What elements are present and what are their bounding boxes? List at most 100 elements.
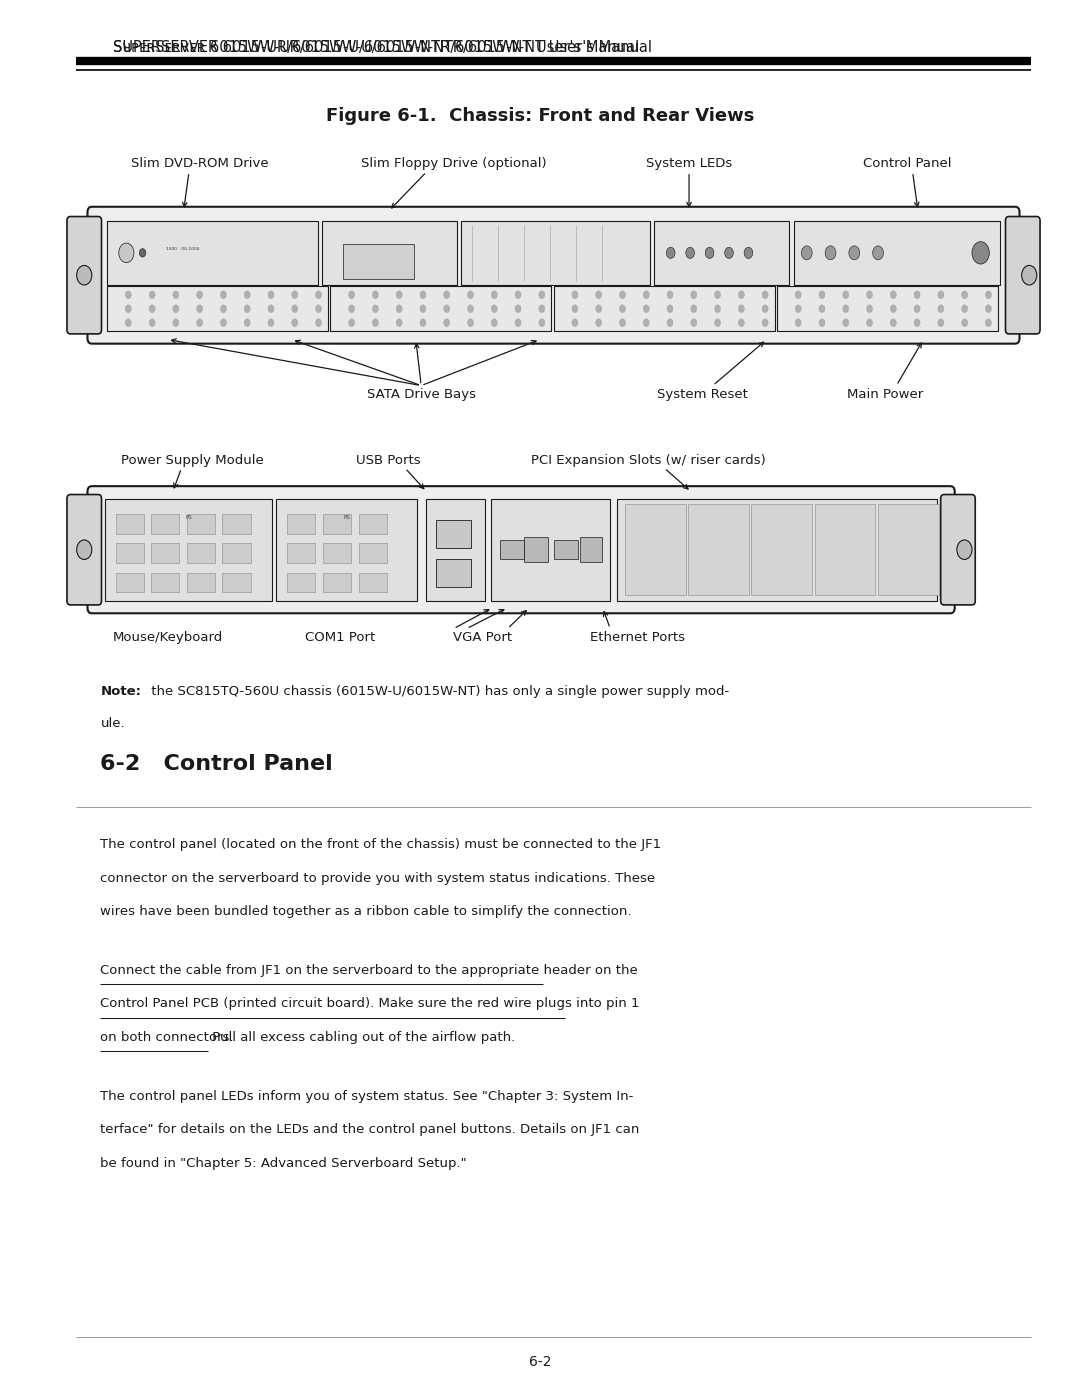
Bar	[654, 221, 789, 285]
Circle shape	[725, 247, 733, 258]
Circle shape	[349, 319, 354, 327]
Text: SUPERSERVER 6015W-UR/6015W-U/6015W-NTR/6015W-NT User's Manual: SUPERSERVER 6015W-UR/6015W-U/6015W-NTR/6…	[113, 41, 652, 54]
Text: USB Ports: USB Ports	[356, 454, 421, 467]
Circle shape	[149, 291, 156, 299]
Bar	[107, 221, 318, 285]
Circle shape	[801, 246, 812, 260]
Bar	[116, 543, 144, 563]
Bar	[617, 499, 937, 601]
Circle shape	[197, 291, 203, 299]
Circle shape	[220, 291, 227, 299]
Bar	[359, 573, 387, 592]
Circle shape	[866, 291, 873, 299]
Text: Connect the cable from JF1 on the serverboard to the appropriate header on the: Connect the cable from JF1 on the server…	[100, 964, 638, 977]
Text: 6-2   Control Panel: 6-2 Control Panel	[100, 754, 334, 774]
Bar	[222, 543, 251, 563]
Circle shape	[572, 291, 578, 299]
Bar	[554, 286, 774, 331]
Circle shape	[715, 319, 720, 327]
Circle shape	[914, 291, 920, 299]
Text: COM1 Port: COM1 Port	[305, 631, 376, 644]
Circle shape	[715, 291, 720, 299]
Circle shape	[173, 291, 179, 299]
Bar	[151, 573, 179, 592]
Circle shape	[762, 319, 768, 327]
Text: VGA Port: VGA Port	[454, 631, 512, 644]
Circle shape	[961, 305, 968, 313]
Circle shape	[890, 319, 896, 327]
Text: PCI Expansion Slots (w/ riser cards): PCI Expansion Slots (w/ riser cards)	[530, 454, 766, 467]
Bar	[625, 504, 686, 595]
FancyBboxPatch shape	[1005, 217, 1040, 334]
Circle shape	[914, 319, 920, 327]
Text: PS: PS	[343, 514, 350, 520]
Circle shape	[444, 319, 449, 327]
Circle shape	[686, 247, 694, 258]
Text: The control panel (located on the front of the chassis) must be connected to the: The control panel (located on the front …	[100, 838, 662, 851]
Bar	[276, 499, 417, 601]
Bar	[343, 244, 414, 279]
Bar	[491, 499, 610, 601]
Bar	[187, 573, 215, 592]
Text: Ethernet Ports: Ethernet Ports	[590, 631, 685, 644]
Circle shape	[644, 305, 649, 313]
Circle shape	[596, 319, 602, 327]
Circle shape	[691, 291, 697, 299]
Text: the SC815TQ-560U chassis (6015W-U/6015W-NT) has only a single power supply mod-: the SC815TQ-560U chassis (6015W-U/6015W-…	[147, 685, 729, 697]
Circle shape	[705, 247, 714, 258]
Circle shape	[937, 319, 944, 327]
Circle shape	[220, 319, 227, 327]
Circle shape	[139, 249, 146, 257]
Circle shape	[244, 291, 251, 299]
Circle shape	[119, 243, 134, 263]
Circle shape	[572, 319, 578, 327]
Circle shape	[819, 305, 825, 313]
Bar	[688, 504, 750, 595]
Circle shape	[468, 291, 473, 299]
Circle shape	[849, 246, 860, 260]
Circle shape	[795, 319, 801, 327]
Circle shape	[842, 305, 849, 313]
Bar	[426, 499, 485, 601]
Circle shape	[539, 319, 544, 327]
Text: be found in "Chapter 5: Advanced Serverboard Setup.": be found in "Chapter 5: Advanced Serverb…	[100, 1157, 467, 1169]
Circle shape	[890, 305, 896, 313]
Circle shape	[795, 305, 801, 313]
Bar	[107, 286, 328, 331]
Circle shape	[644, 319, 649, 327]
Circle shape	[491, 305, 497, 313]
Circle shape	[866, 305, 873, 313]
FancyBboxPatch shape	[87, 486, 955, 613]
Bar	[323, 514, 351, 534]
Text: ule.: ule.	[100, 717, 125, 729]
Text: Slim DVD-ROM Drive: Slim DVD-ROM Drive	[131, 158, 269, 170]
Circle shape	[866, 319, 873, 327]
Circle shape	[315, 305, 322, 313]
Circle shape	[244, 305, 251, 313]
Bar	[752, 504, 812, 595]
Bar	[794, 221, 1000, 285]
Bar	[287, 573, 315, 592]
Circle shape	[173, 319, 179, 327]
Circle shape	[1022, 265, 1037, 285]
Text: Figure 6-1.  Chassis: Front and Rear Views: Figure 6-1. Chassis: Front and Rear View…	[326, 108, 754, 124]
Bar	[777, 286, 998, 331]
Circle shape	[961, 291, 968, 299]
Bar	[187, 543, 215, 563]
Bar	[814, 504, 876, 595]
Circle shape	[985, 319, 991, 327]
Text: SATA Drive Bays: SATA Drive Bays	[367, 388, 475, 401]
Bar	[524, 536, 548, 562]
FancyBboxPatch shape	[67, 495, 102, 605]
Text: on both connectors.: on both connectors.	[100, 1031, 234, 1044]
Bar	[222, 514, 251, 534]
Bar	[105, 499, 272, 601]
Bar	[878, 504, 939, 595]
Circle shape	[691, 319, 697, 327]
Circle shape	[667, 291, 673, 299]
Bar	[580, 536, 602, 562]
Circle shape	[396, 291, 402, 299]
Circle shape	[444, 305, 449, 313]
Circle shape	[842, 319, 849, 327]
Circle shape	[691, 305, 697, 313]
